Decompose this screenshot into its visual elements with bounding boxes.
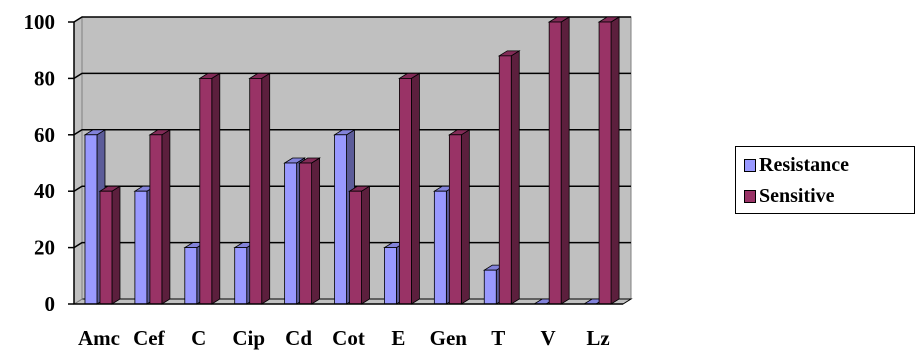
bar-sensitive-cef bbox=[148, 129, 172, 305]
y-tick-label: 80 bbox=[34, 66, 55, 90]
bar-sensitive-cd bbox=[298, 157, 322, 305]
x-axis-category-labels: Amc Cef C Cip Cd Cot E Gen T V Lz bbox=[78, 326, 610, 350]
axes bbox=[68, 21, 623, 305]
x-category-label: Cip bbox=[232, 326, 265, 350]
y-tick-label: 40 bbox=[34, 179, 55, 203]
y-axis-tick-labels: 0 20 40 60 80 100 bbox=[24, 10, 56, 316]
bar-sensitive-e bbox=[398, 72, 421, 305]
bar-series bbox=[83, 16, 621, 305]
x-category-label: V bbox=[541, 326, 556, 350]
legend-entry-resistance: Resistance bbox=[744, 153, 849, 177]
y-tick-label: 0 bbox=[45, 292, 56, 316]
legend-swatch-resistance bbox=[744, 158, 756, 172]
x-category-label: Cef bbox=[133, 326, 165, 350]
x-category-label: Lz bbox=[586, 326, 609, 350]
x-category-label: Cot bbox=[332, 326, 365, 350]
bar-sensitive-cip bbox=[248, 72, 272, 305]
bar-sensitive-c bbox=[198, 72, 222, 305]
x-category-label: Cd bbox=[285, 326, 312, 350]
gridline bbox=[73, 129, 631, 136]
gridline bbox=[73, 16, 631, 23]
bar-sensitive-lz bbox=[597, 16, 621, 305]
bar-sensitive-v bbox=[547, 16, 571, 305]
x-category-label: C bbox=[191, 326, 206, 350]
legend-label-sensitive: Sensitive bbox=[759, 184, 835, 207]
bar-sensitive-t bbox=[497, 50, 521, 305]
side-wall bbox=[73, 16, 83, 305]
bar-sensitive-gen bbox=[447, 129, 471, 305]
x-category-label: E bbox=[391, 326, 405, 350]
x-category-label: Gen bbox=[430, 326, 468, 350]
x-category-label: Amc bbox=[78, 326, 120, 350]
bar-sensitive-cot bbox=[348, 185, 371, 305]
y-tick-label: 60 bbox=[34, 123, 55, 147]
y-tick-label: 100 bbox=[24, 10, 56, 34]
legend-swatch-sensitive bbox=[744, 189, 756, 203]
y-tick-label: 20 bbox=[34, 236, 55, 260]
legend-label-resistance: Resistance bbox=[759, 153, 849, 176]
x-category-label: T bbox=[491, 326, 505, 350]
legend-entry-sensitive: Sensitive bbox=[744, 184, 835, 208]
bar-sensitive-amc bbox=[98, 185, 122, 305]
legend: Resistance Sensitive bbox=[735, 146, 915, 214]
gridline bbox=[73, 72, 631, 80]
